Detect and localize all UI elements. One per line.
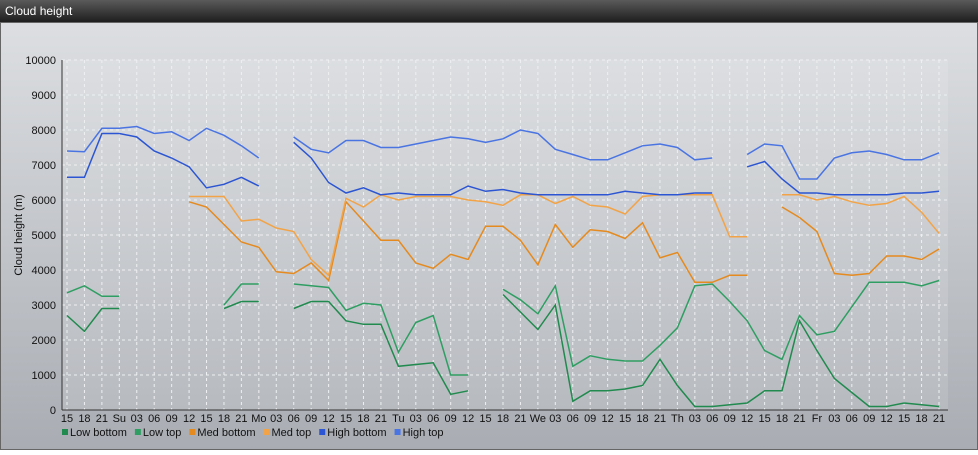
x-tick-label: 06 (846, 413, 858, 425)
x-tick-label: 06 (427, 413, 439, 425)
x-tick-label: 21 (793, 413, 805, 425)
x-tick-label: 12 (183, 413, 195, 425)
y-tick-label: 4000 (32, 265, 56, 277)
x-tick-label: 09 (584, 413, 596, 425)
x-tick-label: 15 (898, 413, 910, 425)
y-tick-label: 8000 (32, 125, 56, 137)
y-tick-label: 1000 (32, 370, 56, 382)
x-tick-label: 06 (148, 413, 160, 425)
legend-swatch (134, 429, 141, 435)
x-tick-label: 18 (497, 413, 509, 425)
x-tick-label: 18 (357, 413, 369, 425)
series-line (66, 279, 940, 376)
x-tick-label: 12 (881, 413, 893, 425)
x-tick-label: 21 (375, 413, 387, 425)
legend-label: Med top (272, 427, 312, 439)
y-tick-label: 3000 (32, 300, 56, 312)
x-tick-label: 03 (131, 413, 143, 425)
x-tick-label: 12 (462, 413, 474, 425)
x-tick-label: Tu (392, 413, 404, 425)
chart-title: Cloud height (5, 4, 73, 18)
x-tick-label: 09 (863, 413, 875, 425)
x-tick-label: 21 (96, 413, 108, 425)
x-tick-label: Fr (812, 413, 823, 425)
x-tick-label: 03 (549, 413, 561, 425)
x-tick-label: 21 (654, 413, 666, 425)
y-tick-label: 9000 (32, 90, 56, 102)
x-tick-label: 18 (218, 413, 230, 425)
x-tick-label: 03 (828, 413, 840, 425)
legend-swatch (263, 429, 270, 435)
title-bar (0, 0, 978, 22)
x-tick-label: 03 (410, 413, 422, 425)
x-tick-label: 03 (270, 413, 282, 425)
x-tick-label: We (530, 413, 546, 425)
x-tick-label: 03 (689, 413, 701, 425)
x-tick-label: 06 (288, 413, 300, 425)
x-tick-label: 15 (758, 413, 770, 425)
series-line (66, 125, 940, 180)
x-tick-label: 15 (479, 413, 491, 425)
legend-swatch (189, 429, 196, 435)
x-tick-label: 18 (636, 413, 648, 425)
x-tick-label: 09 (445, 413, 457, 425)
x-tick-label: 12 (602, 413, 614, 425)
x-tick-label: 12 (322, 413, 334, 425)
x-tick-label: 15 (61, 413, 73, 425)
y-tick-label: 5000 (32, 230, 56, 242)
x-tick-label: 12 (741, 413, 753, 425)
y-axis-label: Cloud height (m) (13, 194, 25, 275)
x-tick-label: 06 (567, 413, 579, 425)
legend-label: Low top (143, 427, 182, 439)
legend-label: High top (403, 427, 444, 439)
x-tick-label: 15 (619, 413, 631, 425)
x-tick-label: 18 (776, 413, 788, 425)
x-tick-label: Su (113, 413, 126, 425)
x-tick-label: 15 (340, 413, 352, 425)
x-tick-label: 18 (915, 413, 927, 425)
x-tick-label: 21 (235, 413, 247, 425)
x-tick-label: Th (671, 413, 684, 425)
x-tick-label: 09 (166, 413, 178, 425)
legend-swatch (394, 429, 401, 435)
x-tick-label: 06 (706, 413, 718, 425)
y-tick-label: 0 (50, 405, 56, 417)
x-tick-label: 21 (933, 413, 945, 425)
y-tick-label: 7000 (32, 160, 56, 172)
series-line (189, 193, 940, 277)
series-line (188, 200, 940, 284)
x-tick-label: 21 (514, 413, 526, 425)
series-line (67, 132, 940, 196)
x-tick-label: 09 (305, 413, 317, 425)
legend-label: Low bottom (70, 427, 127, 439)
legend-label: High bottom (327, 427, 386, 439)
x-tick-label: 18 (78, 413, 90, 425)
x-tick-label: 15 (200, 413, 212, 425)
y-tick-label: 6000 (32, 195, 56, 207)
x-tick-label: 09 (724, 413, 736, 425)
x-tick-label: Mo (251, 413, 266, 425)
y-tick-label: 10000 (25, 55, 56, 67)
series-line (66, 293, 940, 408)
y-tick-label: 2000 (32, 335, 56, 347)
legend-swatch (62, 429, 68, 435)
legend-label: Med bottom (197, 427, 255, 439)
legend-swatch (319, 429, 326, 435)
